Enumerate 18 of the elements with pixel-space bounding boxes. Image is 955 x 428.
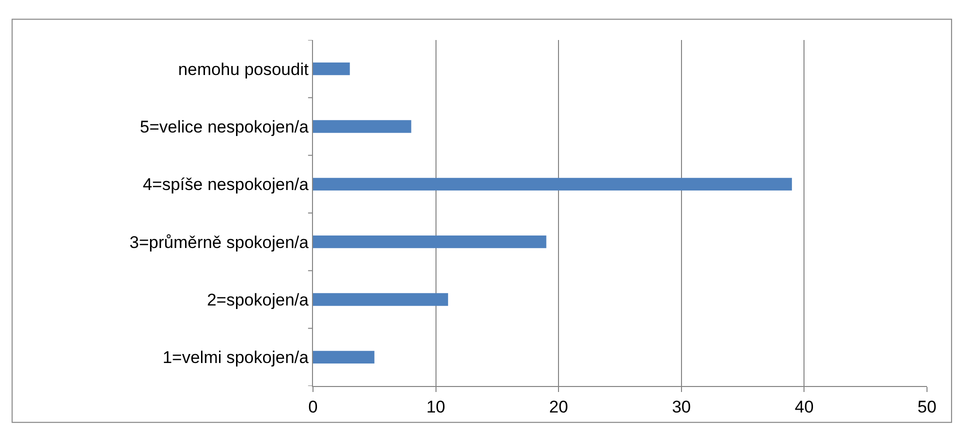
- x-tick-label: 40: [794, 397, 814, 416]
- bar: [313, 293, 448, 306]
- y-tick-label: 1=velmi spokojen/a: [162, 348, 310, 368]
- y-tick-label: 2=spokojen/a: [206, 290, 310, 310]
- bar: [313, 120, 412, 133]
- y-tick-label: nemohu posoudit: [178, 60, 309, 79]
- y-tick-label: 5=velice nespokojen/a: [140, 117, 310, 136]
- bar: [313, 350, 374, 364]
- bar: [313, 178, 792, 191]
- x-tick-label: 20: [549, 397, 568, 416]
- bar: [313, 235, 546, 248]
- x-tick-label: 30: [672, 397, 691, 416]
- x-tick-label: 0: [308, 397, 318, 416]
- bar: [313, 62, 350, 76]
- x-tick-label: 50: [918, 397, 936, 416]
- x-tick-label: 10: [426, 397, 446, 416]
- y-tick-label: 4=spíše nespokojen/a: [142, 175, 310, 194]
- y-tick-label: 3=průměrně spokojen/a: [130, 232, 310, 252]
